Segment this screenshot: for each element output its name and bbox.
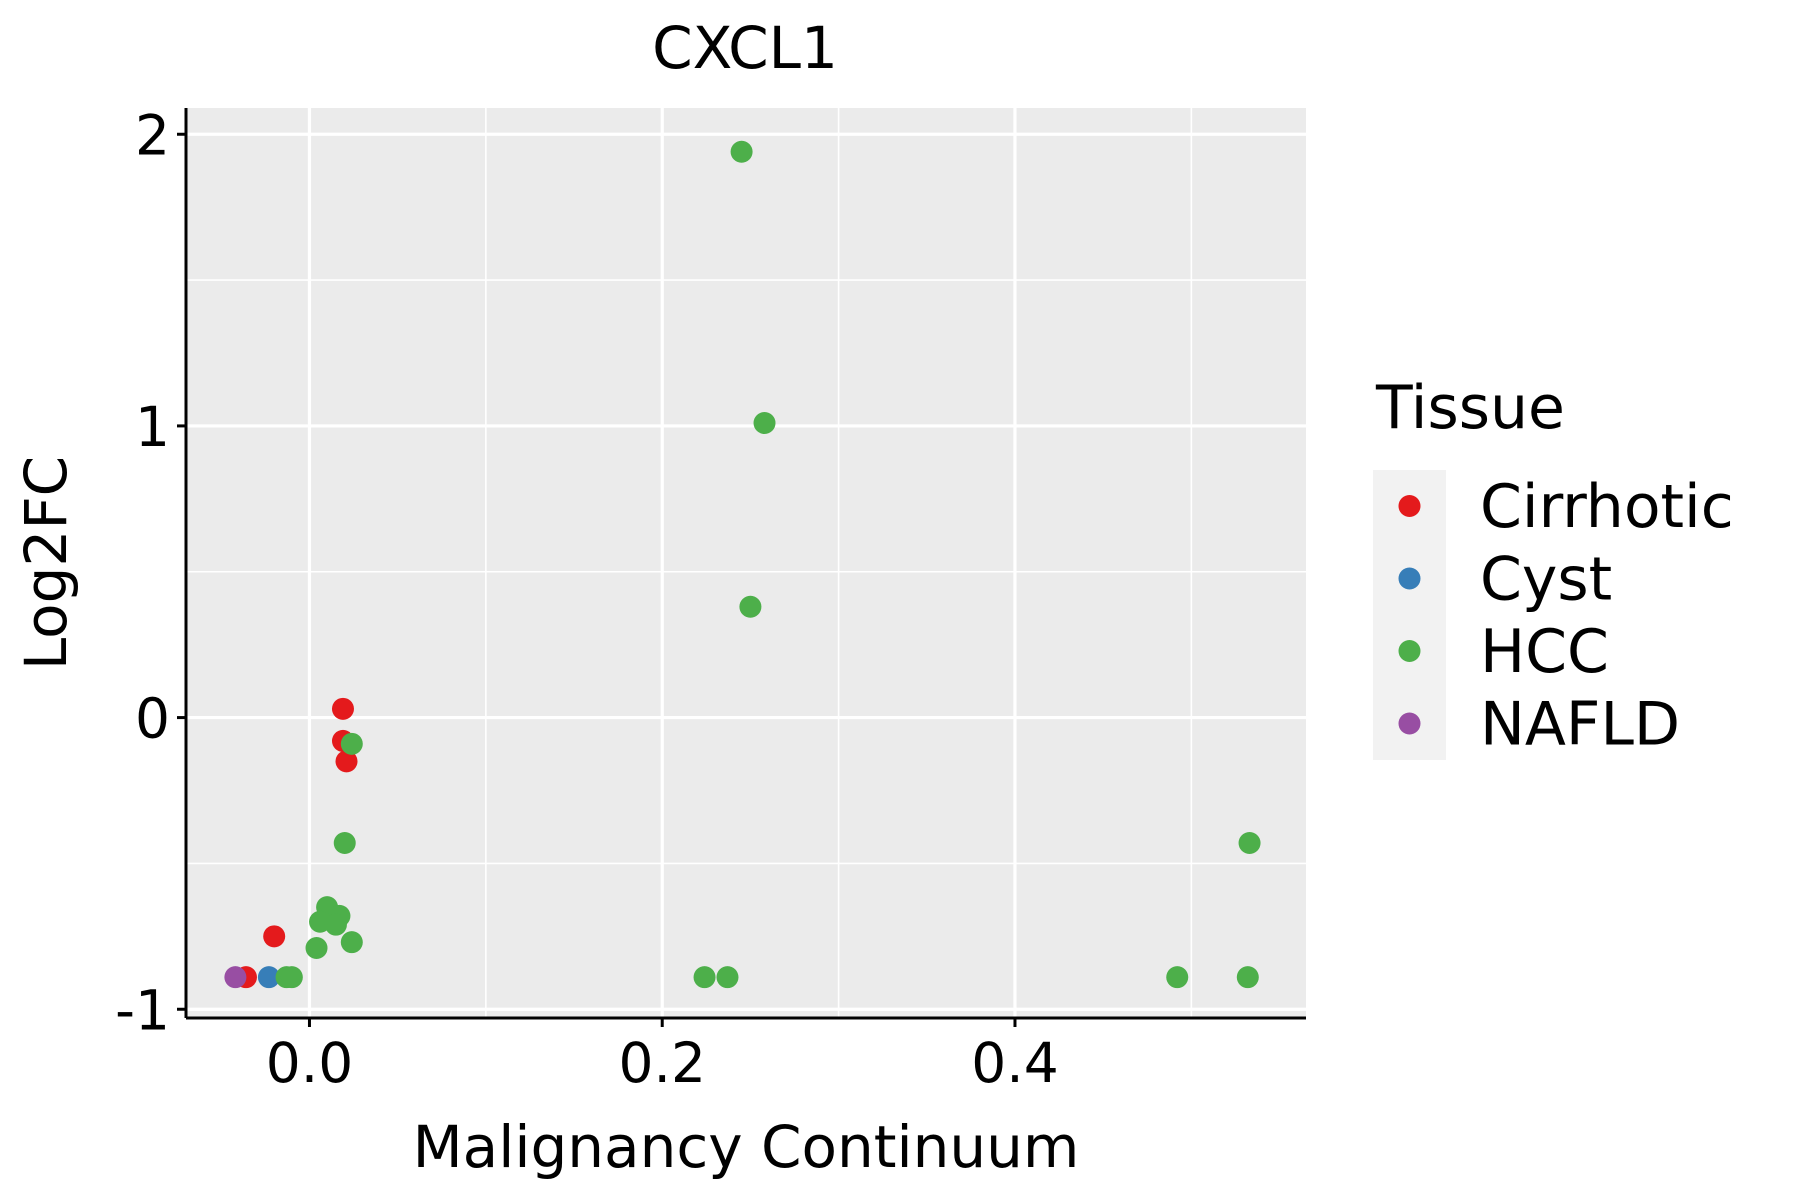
legend-label-cirrhotic: Cirrhotic (1480, 472, 1734, 542)
y-tick-label: 0 (135, 687, 170, 751)
point-hcc (730, 140, 753, 163)
x-tick-label: 0.4 (971, 1031, 1058, 1095)
x-tick-label: 0.0 (266, 1031, 353, 1095)
legend-label-cyst: Cyst (1480, 545, 1612, 615)
legend-key-hcc (1398, 640, 1421, 662)
x-axis-ticks: 0.0 0.2 0.4 (266, 1018, 1059, 1095)
point-nafld (224, 966, 247, 989)
legend-key-background (1373, 470, 1446, 760)
y-tick-label: 2 (135, 103, 170, 167)
y-axis-ticks: -1 0 1 2 (115, 103, 186, 1042)
point-cirrhotic (335, 750, 358, 773)
y-tick-label: 1 (135, 395, 170, 459)
point-hcc (305, 937, 328, 959)
point-hcc (716, 966, 739, 989)
point-hcc (753, 412, 776, 434)
legend-label-hcc: HCC (1480, 617, 1609, 687)
point-hcc (1238, 832, 1261, 854)
chart-title: CXCL1 (652, 14, 838, 82)
y-tick-label: -1 (115, 978, 170, 1042)
plot-panel (186, 108, 1306, 1018)
point-hcc (324, 913, 347, 936)
data-points (224, 140, 1261, 989)
x-tick-label: 0.2 (618, 1031, 705, 1095)
legend-key-nafld (1398, 712, 1421, 735)
point-hcc (693, 966, 716, 989)
point-hcc (280, 966, 303, 989)
point-cirrhotic (263, 925, 286, 948)
point-hcc (340, 732, 363, 755)
point-cyst (257, 966, 280, 989)
point-cirrhotic (331, 697, 354, 720)
gridlines (186, 108, 1306, 1018)
point-hcc (1236, 966, 1259, 989)
point-hcc (340, 931, 363, 954)
y-axis-label: Log2FC (12, 456, 80, 670)
point-hcc (739, 595, 762, 618)
point-hcc (333, 832, 356, 854)
point-hcc (1166, 966, 1189, 989)
legend-title: Tissue (1375, 373, 1565, 443)
legend-key-cirrhotic (1398, 495, 1421, 517)
legend-label-nafld: NAFLD (1480, 690, 1680, 760)
legend-key-cyst (1398, 567, 1421, 590)
x-axis-label: Malignancy Continuum (413, 1113, 1080, 1181)
